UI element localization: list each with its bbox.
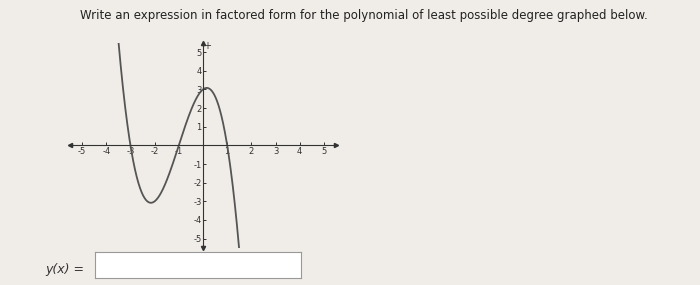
Text: Write an expression in factored form for the polynomial of least possible degree: Write an expression in factored form for… xyxy=(80,9,648,22)
Text: y(x) =: y(x) = xyxy=(46,263,85,276)
Text: +: + xyxy=(202,42,211,52)
